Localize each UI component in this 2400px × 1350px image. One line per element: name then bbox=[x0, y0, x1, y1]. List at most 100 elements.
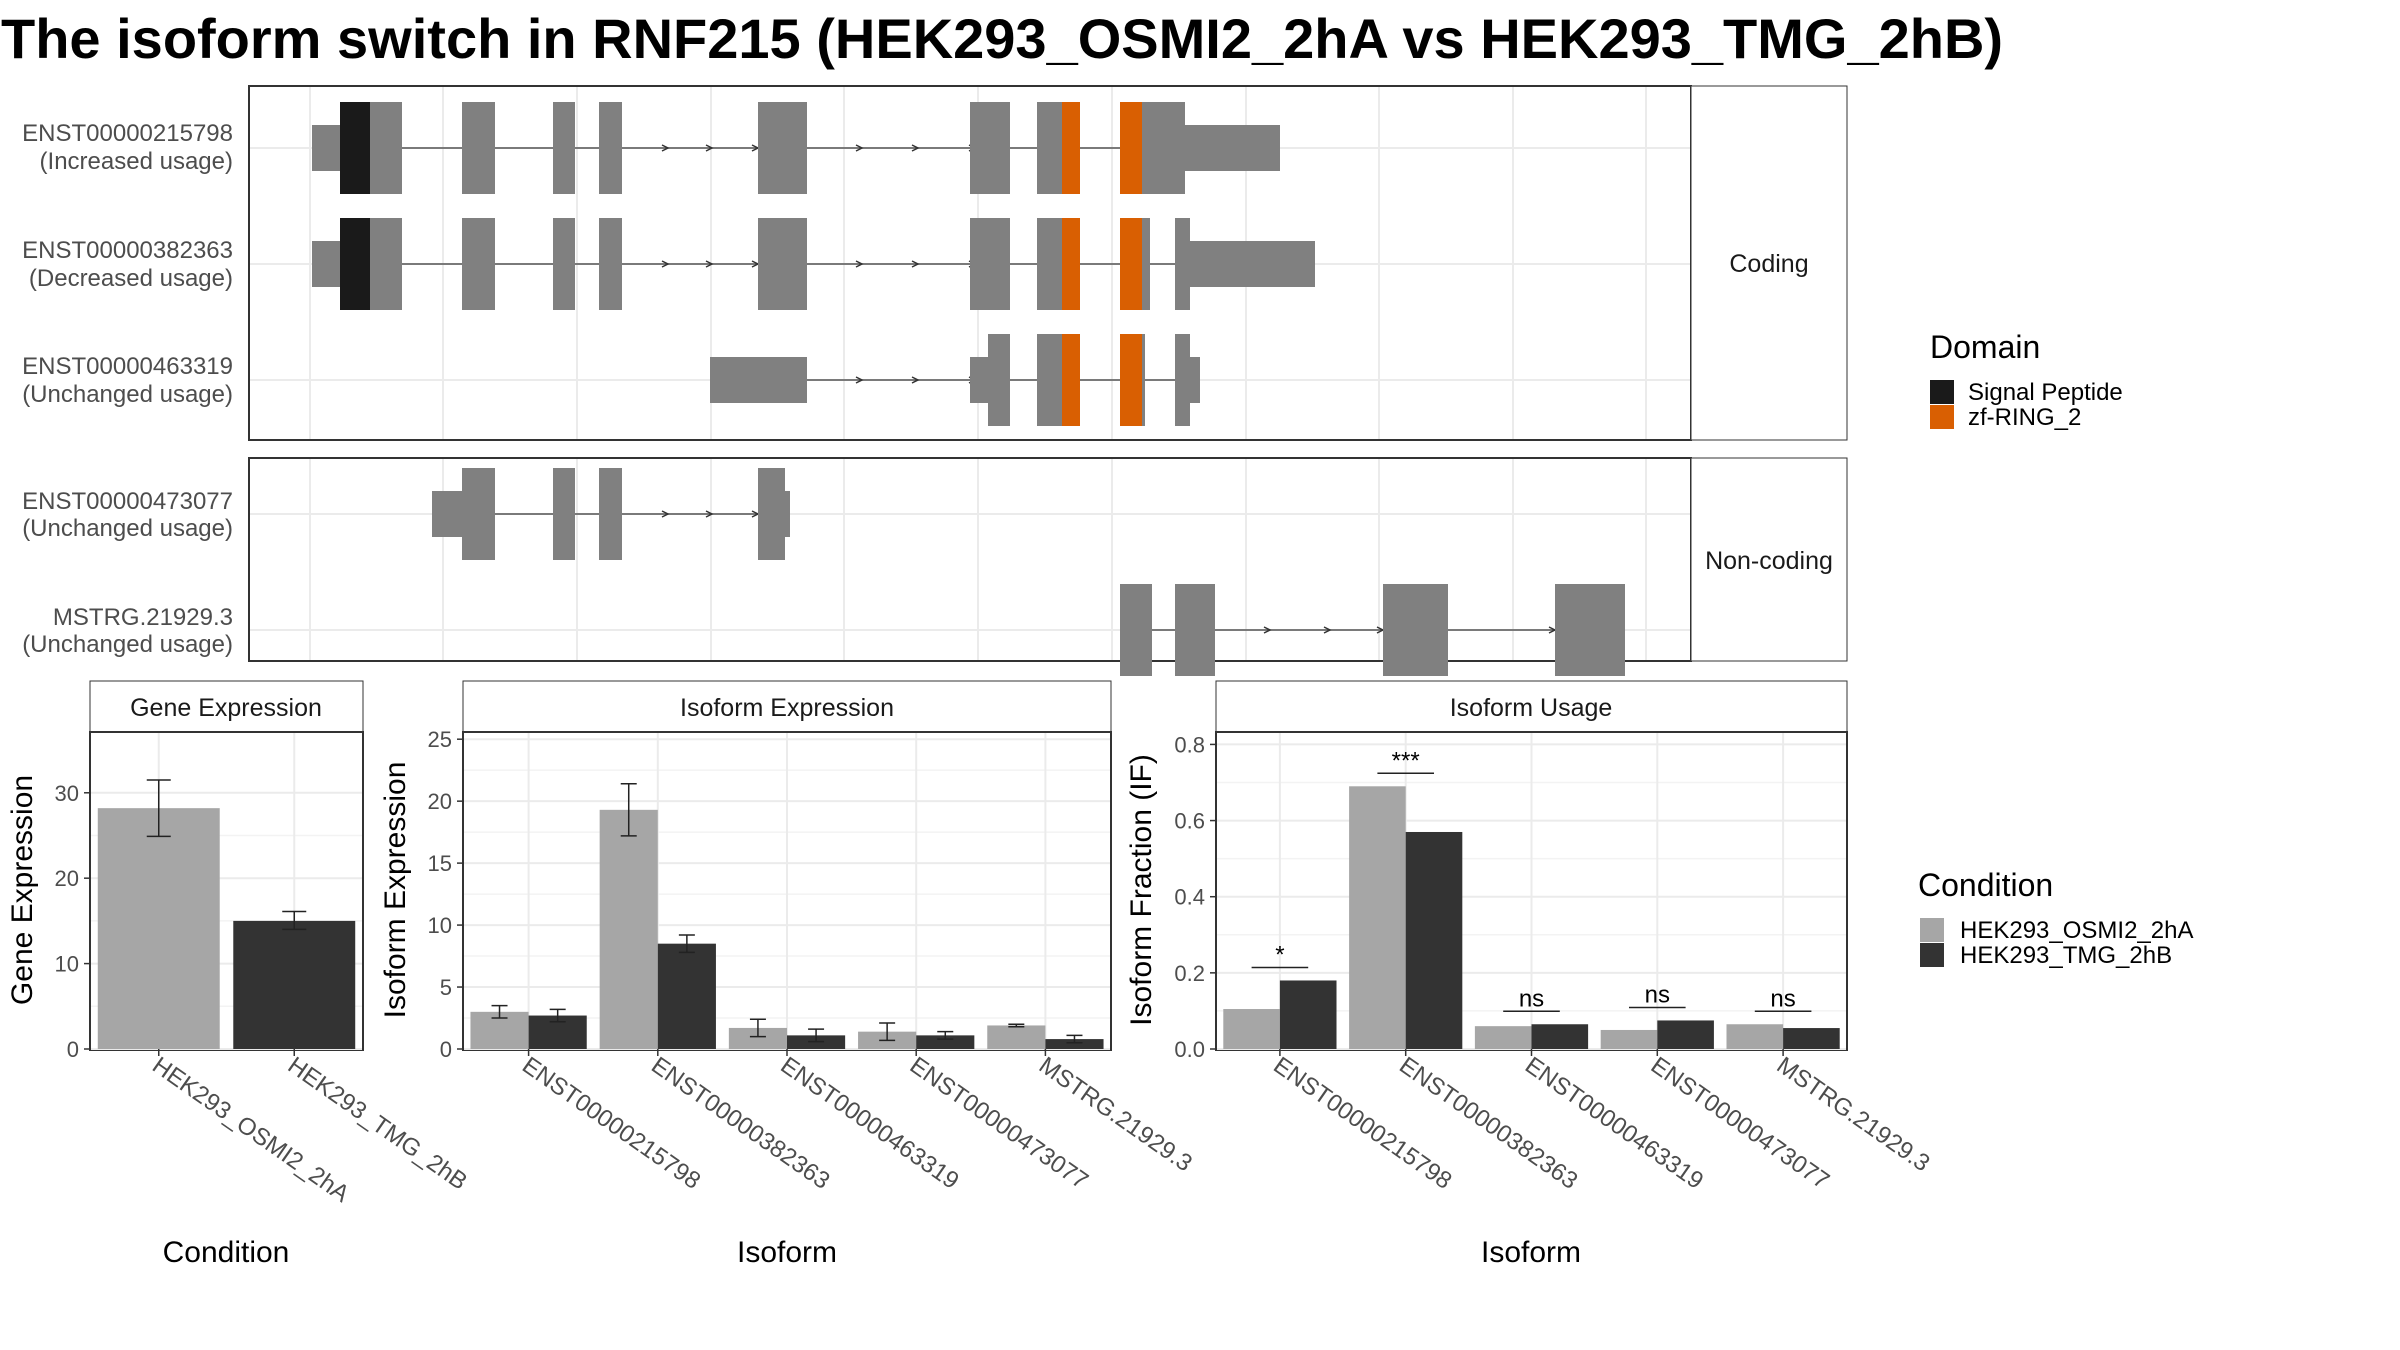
transcript-enst00000382363 bbox=[312, 218, 1315, 310]
strand-arrow bbox=[661, 260, 670, 268]
exon bbox=[312, 125, 340, 171]
y-tick-label: 10 bbox=[55, 952, 79, 977]
exon bbox=[758, 102, 807, 194]
legend-key-cond-b bbox=[1920, 943, 1944, 967]
transcript-panel-coding: Coding ENST00000215798 (Increased usage)… bbox=[22, 85, 1848, 441]
strand-arrow bbox=[911, 260, 920, 268]
bar-enst00000473077-hek293-osmi2-2ha bbox=[1600, 1029, 1658, 1049]
bar-enst00000382363-hek293-osmi2-2ha bbox=[1349, 786, 1406, 1049]
gene-expression-y-axis: 0 10 20 30 bbox=[55, 781, 91, 1062]
zf-ring-domain bbox=[1120, 218, 1142, 310]
transcript-panel-noncoding: Non-coding ENST00000473077 (Unchanged us… bbox=[22, 457, 1848, 676]
row-label-usage: (Unchanged usage) bbox=[22, 515, 233, 542]
significance-label: ns bbox=[1645, 981, 1670, 1008]
isoform-expression-bars bbox=[470, 783, 1104, 1049]
exon bbox=[553, 468, 575, 560]
isoform-expression-x-axis: ENST00000215798ENST00000382363ENST000004… bbox=[517, 1049, 1197, 1195]
bar-mstrg-21929-3-hek293-osmi2-2ha bbox=[1726, 1024, 1784, 1049]
zf-ring-domain bbox=[1062, 334, 1080, 426]
exon bbox=[785, 491, 790, 537]
isoform-usage-bars: ****ns ns ns bbox=[1223, 747, 1840, 1049]
bar-enst00000215798-hek293-osmi2-2ha bbox=[1223, 1009, 1280, 1049]
facet-strip-noncoding bbox=[1690, 457, 1848, 662]
isoform-expression-strip-label: Isoform Expression bbox=[680, 694, 894, 722]
y-tick-label: 10 bbox=[428, 913, 452, 938]
y-tick-label: 15 bbox=[428, 851, 452, 876]
figure-title: The isoform switch in RNF215 (HEK293_OSM… bbox=[1, 7, 2003, 70]
y-tick-label: 25 bbox=[428, 727, 452, 752]
row-label-usage: (Increased usage) bbox=[40, 148, 233, 175]
transcript-enst00000473077 bbox=[432, 468, 790, 560]
exon bbox=[758, 218, 807, 310]
strand-arrow bbox=[661, 510, 670, 518]
isoform-usage-strip-label: Isoform Usage bbox=[1450, 694, 1613, 722]
significance-label: ns bbox=[1519, 985, 1544, 1012]
isoform-expression-strip bbox=[462, 680, 1112, 733]
bar-enst00000382363-hek293-tmg-2hb bbox=[657, 943, 716, 1049]
strand-arrow bbox=[855, 144, 864, 152]
bar-enst00000473077-hek293-tmg-2hb bbox=[1657, 1020, 1714, 1049]
condition-legend-title: Condition bbox=[1918, 867, 2053, 903]
gene-expression-y-title: Gene Expression bbox=[6, 775, 39, 1005]
y-tick-label: 30 bbox=[55, 781, 79, 806]
exon bbox=[1190, 241, 1315, 287]
signal-peptide-domain bbox=[340, 102, 370, 194]
transcript-enst00000463319 bbox=[710, 334, 1200, 426]
bar-enst00000463319-hek293-tmg-2hb bbox=[1531, 1024, 1589, 1049]
exon bbox=[432, 491, 462, 537]
legend-key-cond-a bbox=[1920, 918, 1944, 942]
isoform-usage-panel: Isoform Usage ****ns ns ns 0.00.20.40.60.8… bbox=[1125, 680, 1935, 1269]
legend-label-signal-peptide: Signal Peptide bbox=[1968, 379, 2123, 406]
exon bbox=[970, 102, 1010, 194]
strand-arrow bbox=[911, 144, 920, 152]
zf-ring-domain bbox=[1062, 218, 1080, 310]
strand-arrow bbox=[705, 144, 714, 152]
transcript-models-coding bbox=[312, 102, 1315, 426]
legend-label-zf-ring: zf-RING_2 bbox=[1968, 404, 2081, 431]
strand-arrow bbox=[911, 376, 920, 384]
exon bbox=[599, 218, 622, 310]
exon bbox=[1185, 125, 1280, 171]
zf-ring-domain bbox=[1120, 102, 1142, 194]
bar-hek293-tmg-2hb bbox=[233, 920, 356, 1049]
exon bbox=[599, 468, 622, 560]
row-label-mstrg-21929-3: MSTRG.21929.3 (Unchanged usage) bbox=[22, 604, 233, 658]
y-tick-label: 0 bbox=[440, 1037, 452, 1062]
bar-mstrg-21929-3-hek293-tmg-2hb bbox=[1045, 1039, 1104, 1049]
significance-label: *** bbox=[1392, 747, 1420, 774]
row-label-enst00000382363: ENST00000382363 (Decreased usage) bbox=[22, 237, 233, 292]
zf-ring-domain bbox=[1062, 102, 1080, 194]
exon bbox=[1383, 584, 1448, 676]
y-tick-label: 0.2 bbox=[1174, 961, 1205, 986]
exon bbox=[970, 357, 988, 403]
bar-hek293-osmi2-2ha bbox=[97, 808, 220, 1049]
legend-key-zf-ring bbox=[1930, 405, 1954, 429]
facet-label-noncoding: Non-coding bbox=[1705, 547, 1833, 575]
exon bbox=[599, 102, 622, 194]
bar-enst00000463319-hek293-osmi2-2ha bbox=[728, 1027, 787, 1049]
domain-legend-title: Domain bbox=[1930, 329, 2040, 365]
y-tick-label: 0.8 bbox=[1174, 732, 1205, 757]
row-label-enst00000473077: ENST00000473077 (Unchanged usage) bbox=[22, 488, 233, 542]
y-tick-label: 20 bbox=[428, 789, 452, 814]
y-tick-label: 0.0 bbox=[1174, 1037, 1205, 1062]
facet-strip-coding bbox=[1690, 85, 1848, 441]
exon bbox=[970, 218, 1010, 310]
transcript-enst00000215798 bbox=[312, 102, 1280, 194]
exon bbox=[1555, 584, 1625, 676]
isoform-expression-x-title: Isoform bbox=[737, 1236, 837, 1269]
isoform-expression-panel: Isoform Expression 0 5 10 15 20 25 ENST000002… bbox=[379, 680, 1197, 1269]
legend-key-signal-peptide bbox=[1930, 380, 1954, 404]
strand-arrow bbox=[855, 260, 864, 268]
gene-expression-strip-label: Gene Expression bbox=[130, 694, 322, 722]
bar-mstrg-21929-3-hek293-tmg-2hb bbox=[1783, 1028, 1840, 1049]
isoform-usage-x-axis: ENST00000215798ENST00000382363ENST000004… bbox=[1268, 1049, 1935, 1195]
exon bbox=[553, 218, 575, 310]
bar-enst00000473077-hek293-tmg-2hb bbox=[916, 1035, 975, 1049]
row-label-id: ENST00000382363 bbox=[22, 237, 233, 264]
row-label-usage: (Unchanged usage) bbox=[22, 381, 233, 408]
facet-label-coding: Coding bbox=[1729, 250, 1808, 278]
signal-peptide-domain bbox=[340, 218, 370, 310]
zf-ring-domain bbox=[1120, 334, 1142, 426]
